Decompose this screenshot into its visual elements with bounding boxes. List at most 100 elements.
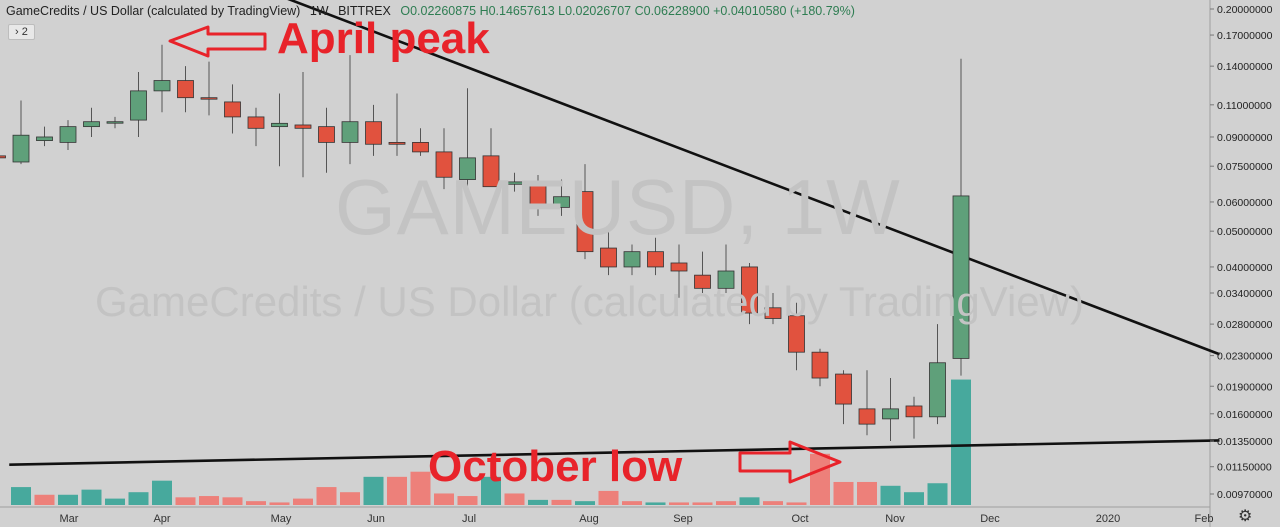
- price-tick-label: 0.09000000: [1217, 132, 1273, 144]
- candle-body: [811, 351, 829, 379]
- candle-body: [717, 270, 735, 289]
- volume-bar: [175, 497, 196, 505]
- volume-bar: [880, 485, 901, 505]
- time-tick-label: Feb: [1195, 513, 1214, 525]
- price-tick-label: 0.04000000: [1217, 262, 1273, 274]
- candle-body: [106, 121, 124, 124]
- volume-bar: [810, 453, 830, 505]
- right-arrow-shape: [738, 440, 842, 484]
- candle-body: [905, 405, 923, 418]
- candle-body: [576, 191, 594, 253]
- volume-bar: [857, 481, 877, 505]
- left-arrow-shape: [168, 25, 267, 58]
- volume-bar: [152, 480, 172, 505]
- volume-bar: [645, 502, 666, 505]
- exchange-label: BITTREX: [338, 4, 391, 18]
- candle-body: [412, 142, 429, 153]
- volume-bar: [58, 494, 78, 505]
- time-tick-label: Dec: [980, 513, 1000, 525]
- volume-bar: [528, 499, 548, 505]
- october-low-annotation: October low: [428, 442, 683, 491]
- candle-body: [224, 101, 241, 118]
- candle-body: [741, 266, 758, 314]
- candle-body: [0, 155, 6, 159]
- volume-bar: [128, 492, 149, 505]
- time-tick-label: Nov: [885, 513, 905, 525]
- volume-bar: [105, 498, 125, 505]
- candle-body: [647, 251, 664, 268]
- description-watermark: GameCredits / US Dollar (calculated by T…: [95, 278, 1084, 325]
- candle-body: [882, 408, 899, 420]
- candle-body: [153, 80, 171, 92]
- volume-bar: [387, 476, 407, 505]
- candle-body: [341, 121, 359, 143]
- time-tick-label: Oct: [791, 513, 808, 525]
- volume-bar: [692, 502, 713, 505]
- price-tick-label: 0.06000000: [1217, 197, 1273, 209]
- candle-body: [952, 195, 970, 359]
- candle-body: [435, 151, 453, 178]
- volume-bar: [81, 489, 102, 505]
- volume-bar: [11, 487, 31, 505]
- time-tick-label: 2020: [1096, 513, 1120, 525]
- april-peak-annotation: April peak: [277, 14, 490, 63]
- volume-bar: [340, 492, 360, 505]
- candle-body: [764, 307, 782, 319]
- candle-body: [788, 315, 805, 353]
- candle-body: [318, 126, 335, 143]
- price-tick-label: 0.00970000: [1217, 489, 1273, 501]
- gear-icon[interactable]: ⚙: [1238, 508, 1253, 525]
- volume-bar: [904, 492, 924, 505]
- price-tick-label: 0.17000000: [1217, 30, 1273, 42]
- candle-body: [59, 126, 77, 143]
- price-tick-label: 0.01600000: [1217, 409, 1273, 421]
- trendline-resistance: [287, 0, 1220, 356]
- time-tick-label: Mar: [60, 513, 79, 525]
- candle-body: [529, 183, 547, 206]
- price-tick-label: 0.11000000: [1217, 100, 1272, 112]
- volume-bar: [669, 502, 689, 505]
- time-tick-label: May: [271, 513, 292, 525]
- candle-body: [482, 155, 500, 188]
- volume-bar: [434, 493, 454, 505]
- candle-body: [670, 262, 688, 272]
- volume-bar: [481, 476, 501, 505]
- price-tick-label: 0.07500000: [1217, 161, 1273, 173]
- candle-body: [835, 373, 852, 405]
- volume-bar: [716, 501, 736, 505]
- candle-body: [694, 274, 711, 289]
- candle-body: [12, 134, 30, 163]
- volume-bar: [457, 496, 478, 505]
- volume-bar: [927, 483, 948, 505]
- price-tick-label: 0.02800000: [1217, 319, 1273, 331]
- volume-bar: [269, 502, 290, 505]
- candle-body: [858, 408, 876, 425]
- candle-body: [83, 121, 100, 128]
- volume-bar: [551, 499, 572, 505]
- time-tick-label: Jul: [462, 513, 476, 525]
- candle-body: [623, 251, 641, 268]
- candle-body: [388, 142, 406, 145]
- candle-body: [177, 80, 194, 99]
- volume-bar: [951, 379, 971, 505]
- time-tick-label: Sep: [673, 513, 693, 525]
- price-tick-label: 0.01150000: [1217, 462, 1272, 474]
- candle-body: [600, 247, 617, 268]
- volume-bar: [363, 476, 384, 505]
- price-tick-label: 0.14000000: [1217, 61, 1273, 73]
- price-tick-label: 0.01900000: [1217, 381, 1273, 393]
- candle-body: [459, 157, 476, 180]
- volume-bar: [316, 487, 337, 505]
- symbol-watermark: GAMEUSD, 1W: [335, 163, 901, 251]
- price-tick-label: 0.01350000: [1217, 436, 1273, 448]
- volume-bar: [598, 490, 619, 505]
- symbol-title[interactable]: GameCredits / US Dollar (calculated by T…: [6, 4, 301, 18]
- volume-bar: [622, 501, 642, 505]
- time-tick-label: Aug: [579, 513, 599, 525]
- candle-body: [294, 124, 312, 129]
- indicators-toggle-button[interactable]: › 2: [8, 24, 35, 40]
- interval-label[interactable]: 1W: [309, 4, 329, 18]
- volume-bar: [739, 497, 760, 505]
- volume-bar: [34, 494, 55, 505]
